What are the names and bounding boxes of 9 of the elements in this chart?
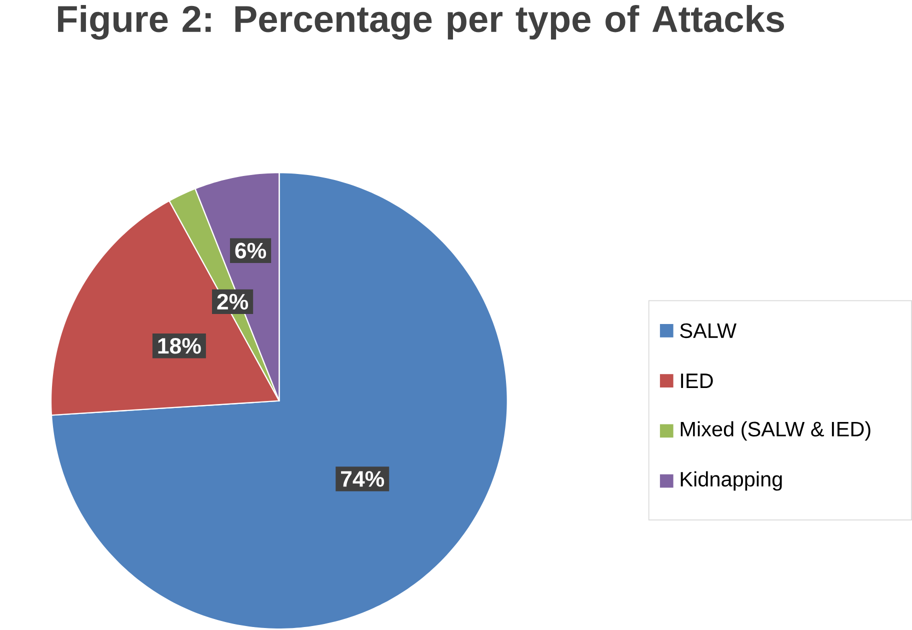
data-label: 2%: [217, 294, 248, 310]
legend-label: Kidnapping: [680, 471, 782, 491]
data-label: 6%: [235, 242, 266, 259]
data-label: 18%: [158, 338, 201, 354]
chart-title: Figure 2: Percentage per type of Attacks: [58, 5, 784, 40]
legend-label: Mixed (SALW & IED): [680, 421, 870, 441]
legend-label: SALW: [680, 324, 736, 338]
legend-label: IED: [681, 374, 713, 388]
data-label: 74%: [341, 471, 384, 487]
